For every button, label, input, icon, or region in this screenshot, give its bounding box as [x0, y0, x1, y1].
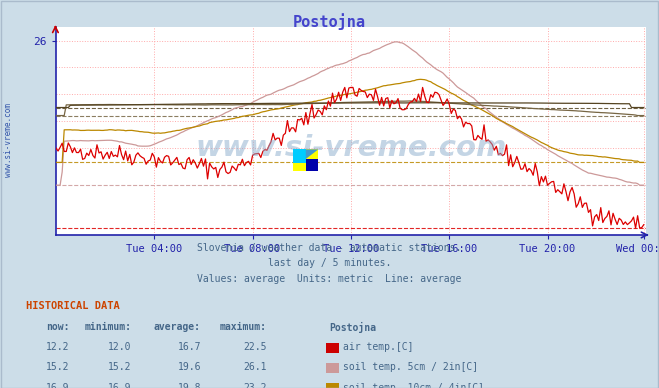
Text: average:: average: — [154, 322, 201, 332]
Text: 15.2: 15.2 — [108, 362, 132, 372]
Text: air temp.[C]: air temp.[C] — [343, 342, 413, 352]
Text: 12.0: 12.0 — [108, 342, 132, 352]
Text: soil temp. 10cm / 4in[C]: soil temp. 10cm / 4in[C] — [343, 383, 484, 388]
Text: soil temp. 5cm / 2in[C]: soil temp. 5cm / 2in[C] — [343, 362, 478, 372]
Text: 23.2: 23.2 — [243, 383, 267, 388]
Text: www.si-vreme.com: www.si-vreme.com — [4, 103, 13, 177]
Text: Postojna: Postojna — [330, 322, 376, 333]
Text: 19.6: 19.6 — [177, 362, 201, 372]
Text: 16.7: 16.7 — [177, 342, 201, 352]
Text: Postojna: Postojna — [293, 14, 366, 30]
Text: 19.8: 19.8 — [177, 383, 201, 388]
Text: HISTORICAL DATA: HISTORICAL DATA — [26, 301, 120, 311]
Text: 12.2: 12.2 — [45, 342, 69, 352]
Text: 22.5: 22.5 — [243, 342, 267, 352]
Text: now:: now: — [45, 322, 69, 332]
Text: minimum:: minimum: — [85, 322, 132, 332]
Text: last day / 5 minutes.: last day / 5 minutes. — [268, 258, 391, 268]
Text: www.si-vreme.com: www.si-vreme.com — [195, 133, 507, 161]
Text: maximum:: maximum: — [220, 322, 267, 332]
Text: Values: average  Units: metric  Line: average: Values: average Units: metric Line: aver… — [197, 274, 462, 284]
Text: 15.2: 15.2 — [45, 362, 69, 372]
Text: Slovenia / weather data - automatic stations.: Slovenia / weather data - automatic stat… — [197, 242, 462, 253]
Text: 26.1: 26.1 — [243, 362, 267, 372]
Text: 16.9: 16.9 — [108, 383, 132, 388]
Text: 16.9: 16.9 — [45, 383, 69, 388]
